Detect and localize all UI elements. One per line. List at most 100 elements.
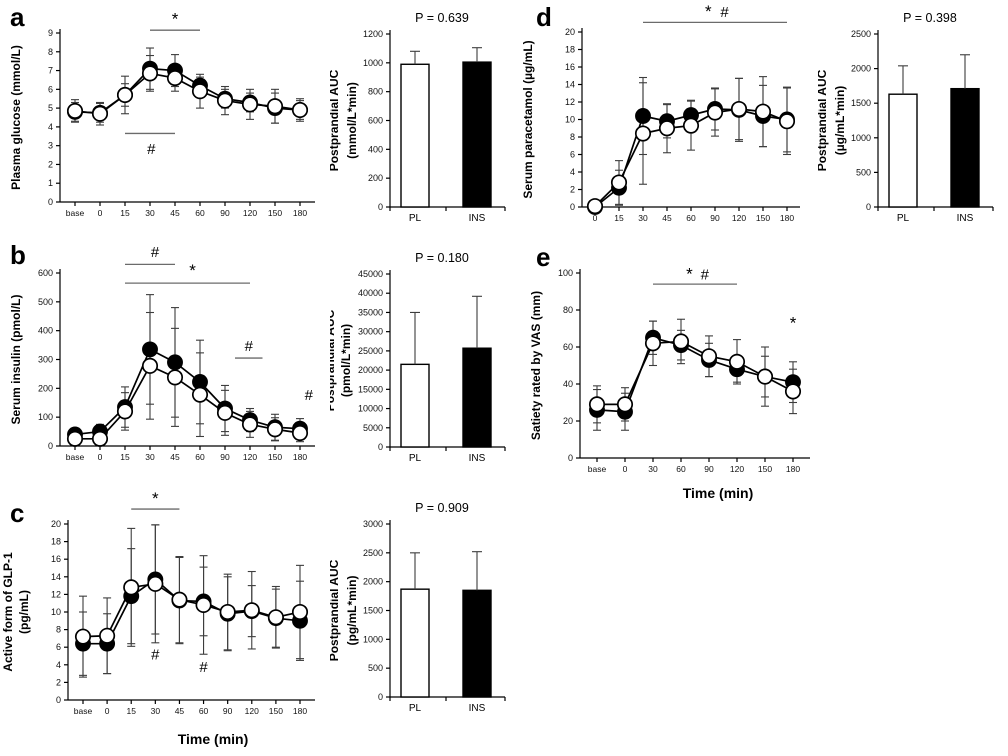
svg-text:P = 0.639: P = 0.639 (415, 11, 469, 25)
svg-text:180: 180 (780, 213, 794, 223)
svg-text:90: 90 (220, 452, 230, 462)
svg-text:800: 800 (368, 87, 383, 97)
a-bar-svg: 0 200 400 600 800 1000 1200 Postprandial AUC (mm… (327, 11, 506, 224)
svg-text:0: 0 (568, 453, 573, 463)
svg-text:base: base (66, 208, 85, 218)
svg-text:3: 3 (48, 141, 53, 151)
svg-text:15: 15 (126, 706, 136, 716)
svg-text:8: 8 (56, 625, 61, 635)
svg-text:Satiety rated by VAS (mm): Satiety rated by VAS (mm) (529, 291, 543, 440)
panel-b-auc-bar-chart: 0 5000 10000 15000 20000 25000 30000 35000 40000… (323, 240, 520, 481)
svg-text:120: 120 (730, 464, 744, 474)
svg-text:120: 120 (243, 208, 257, 218)
svg-text:Active form of GLP-1: Active form of GLP-1 (1, 552, 15, 672)
panel-a-plasma-glucose-line-chart: 0 1 2 3 4 5 6 7 8 9 Plasma glucose (mmol/L) base 0 15… (0, 0, 335, 237)
svg-text:#: # (147, 141, 156, 158)
svg-text:1500: 1500 (851, 98, 871, 108)
svg-text:Postprandial AUC: Postprandial AUC (818, 69, 829, 171)
svg-text:(pg/mL*min): (pg/mL*min) (345, 576, 359, 646)
panel-letter-b: b (10, 240, 26, 270)
svg-text:400: 400 (368, 144, 383, 154)
panel-c-auc-bar-chart: 0 500 1000 1500 2000 2500 3000 Postprandial AUC… (327, 490, 520, 735)
svg-text:45: 45 (662, 213, 672, 223)
svg-text:500: 500 (38, 297, 53, 307)
svg-text:#: # (151, 647, 160, 664)
svg-text:3000: 3000 (363, 519, 383, 529)
svg-text:600: 600 (38, 268, 53, 278)
svg-text:#: # (720, 4, 729, 21)
panel-letter-d: d (536, 2, 552, 32)
svg-text:(pg/mL): (pg/mL) (17, 590, 31, 634)
svg-text:*: * (686, 264, 693, 283)
panel-c-glp1-line-chart: 0 2 4 6 8 10 12 14 16 18 20 Active form of GLP-1 (pg… (0, 489, 340, 756)
svg-text:Plasma glucose (mmol/L): Plasma glucose (mmol/L) (9, 45, 23, 190)
svg-text:90: 90 (223, 706, 233, 716)
svg-text:#: # (245, 338, 254, 355)
svg-text:INS: INS (469, 703, 486, 714)
svg-text:Postprandial AUC: Postprandial AUC (330, 559, 341, 661)
svg-text:20000: 20000 (358, 365, 383, 375)
svg-text:#: # (199, 659, 208, 676)
svg-text:15: 15 (614, 213, 624, 223)
svg-text:1500: 1500 (363, 606, 383, 616)
svg-text:300: 300 (38, 355, 53, 365)
svg-text:2500: 2500 (851, 29, 871, 39)
panel-letter-c: c (10, 498, 25, 528)
svg-text:45000: 45000 (358, 269, 383, 279)
d-line-svg: 0 2 4 6 8 10 12 14 16 18 20 Serum paracetamol (µg/m… (521, 2, 800, 223)
svg-text:150: 150 (269, 706, 283, 716)
svg-text:30000: 30000 (358, 327, 383, 337)
svg-text:base: base (74, 706, 93, 716)
svg-text:PL: PL (897, 213, 910, 224)
panel-b-serum-insulin-line-chart: 0 100 200 300 400 500 600 Serum insulin (pmol/L… (0, 240, 335, 481)
svg-text:15: 15 (120, 452, 130, 462)
svg-text:14: 14 (51, 572, 61, 582)
svg-text:12: 12 (51, 589, 61, 599)
svg-text:60: 60 (686, 213, 696, 223)
svg-text:0: 0 (48, 197, 53, 207)
svg-text:30: 30 (145, 208, 155, 218)
e-line-svg: 0 20 40 60 80 100 Satiety rated by VAS (mm) bas… (529, 264, 810, 501)
svg-text:*: * (189, 261, 196, 280)
svg-text:45: 45 (175, 706, 185, 716)
svg-text:PL: PL (409, 213, 422, 224)
svg-text:60: 60 (563, 342, 573, 352)
svg-text:180: 180 (293, 452, 307, 462)
svg-text:1000: 1000 (363, 58, 383, 68)
svg-text:0: 0 (570, 202, 575, 212)
svg-text:*: * (172, 10, 179, 29)
c-bar-svg: 0 500 1000 1500 2000 2500 3000 Postprandial AUC… (327, 501, 506, 714)
svg-text:(pmol/L*min): (pmol/L*min) (339, 324, 353, 397)
svg-text:30: 30 (151, 706, 161, 716)
svg-text:15: 15 (120, 208, 130, 218)
panel-a-auc-bar-chart: 0 200 400 600 800 1000 1200 Postprandial AUC (mm… (327, 0, 520, 241)
svg-text:90: 90 (220, 208, 230, 218)
svg-text:0: 0 (378, 202, 383, 212)
svg-text:400: 400 (38, 326, 53, 336)
svg-text:1: 1 (48, 178, 53, 188)
svg-text:180: 180 (293, 706, 307, 716)
svg-text:0: 0 (98, 452, 103, 462)
svg-text:0: 0 (48, 441, 53, 451)
b-bar-svg: 0 5000 10000 15000 20000 25000 30000 35000 40000… (323, 251, 506, 464)
svg-text:4: 4 (48, 122, 53, 132)
svg-text:0: 0 (623, 464, 628, 474)
svg-text:#: # (151, 244, 160, 261)
panel-letter-e: e (536, 242, 551, 272)
svg-text:*: * (152, 490, 159, 508)
panel-e-satiety-vas-line-chart: 0 20 40 60 80 100 Satiety rated by VAS (mm) bas… (510, 240, 860, 513)
panel-letter-a: a (10, 2, 25, 32)
svg-text:60: 60 (195, 208, 205, 218)
svg-text:16: 16 (565, 62, 575, 72)
svg-text:20: 20 (51, 519, 61, 529)
svg-text:60: 60 (195, 452, 205, 462)
svg-text:15000: 15000 (358, 384, 383, 394)
svg-text:0: 0 (378, 442, 383, 452)
svg-text:INS: INS (957, 213, 974, 224)
svg-text:1200: 1200 (363, 29, 383, 39)
svg-text:0: 0 (866, 202, 871, 212)
svg-text:5000: 5000 (363, 423, 383, 433)
svg-text:120: 120 (243, 452, 257, 462)
